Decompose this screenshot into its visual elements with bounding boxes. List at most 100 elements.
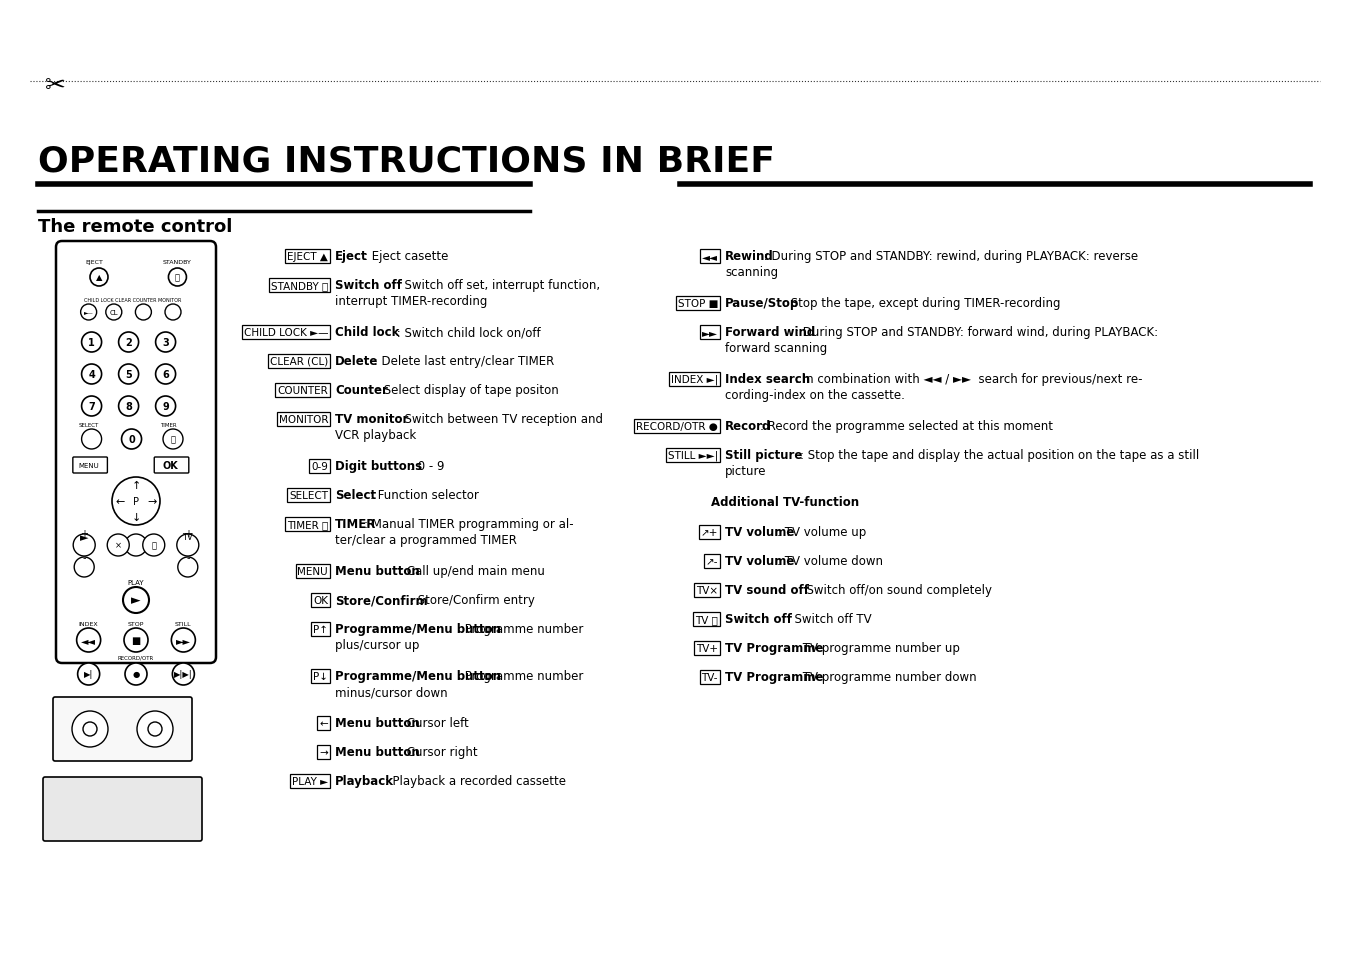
Text: 7: 7 xyxy=(88,401,94,412)
Text: : TV volume down: : TV volume down xyxy=(777,555,884,568)
Text: Eject: Eject xyxy=(335,251,368,263)
Text: MENU: MENU xyxy=(297,566,328,577)
Text: ▶|: ▶| xyxy=(84,670,93,679)
Text: Switch off: Switch off xyxy=(335,279,402,293)
Text: CL: CL xyxy=(109,310,119,315)
Circle shape xyxy=(71,711,108,747)
Text: COUNTER: COUNTER xyxy=(278,386,328,395)
Circle shape xyxy=(112,477,161,525)
Text: ►—: ►— xyxy=(84,310,93,315)
Text: : Stop the tape, except during TIMER-recording: : Stop the tape, except during TIMER-rec… xyxy=(782,297,1060,310)
FancyBboxPatch shape xyxy=(43,778,202,841)
Text: ⏻: ⏻ xyxy=(151,541,156,550)
Text: CHILD LOCK CLEAR COUNTER MONITOR: CHILD LOCK CLEAR COUNTER MONITOR xyxy=(84,297,182,303)
Circle shape xyxy=(143,535,165,557)
Text: : Record the programme selected at this moment: : Record the programme selected at this … xyxy=(759,420,1052,433)
Text: 3: 3 xyxy=(162,337,169,348)
Circle shape xyxy=(90,269,108,287)
Text: TIMER ⏲: TIMER ⏲ xyxy=(287,519,328,530)
Text: ⏻: ⏻ xyxy=(175,274,179,282)
Text: Delete: Delete xyxy=(335,355,378,368)
Circle shape xyxy=(135,305,151,320)
Text: Counter: Counter xyxy=(335,384,389,397)
Circle shape xyxy=(73,535,96,557)
Text: ter/clear a programmed TIMER: ter/clear a programmed TIMER xyxy=(335,534,517,547)
Circle shape xyxy=(81,430,101,450)
Text: : Switch off set, interrupt function,: : Switch off set, interrupt function, xyxy=(393,279,600,293)
Text: VCR playback: VCR playback xyxy=(335,429,417,442)
Text: ►: ► xyxy=(131,594,140,607)
Text: Programme/Menu button: Programme/Menu button xyxy=(335,623,500,636)
Text: ↑: ↑ xyxy=(131,480,140,491)
Circle shape xyxy=(119,396,139,416)
Text: Select: Select xyxy=(335,489,376,502)
Circle shape xyxy=(81,365,101,385)
Text: ◄◄: ◄◄ xyxy=(81,636,96,645)
Text: : During STOP and STANDBY: forward wind, during PLAYBACK:: : During STOP and STANDBY: forward wind,… xyxy=(795,326,1157,339)
Circle shape xyxy=(177,535,198,557)
Circle shape xyxy=(155,396,175,416)
FancyBboxPatch shape xyxy=(154,457,189,474)
Text: STILL ►►|: STILL ►►| xyxy=(668,450,718,460)
FancyBboxPatch shape xyxy=(73,457,108,474)
Text: TIMER: TIMER xyxy=(161,422,177,428)
Text: interrupt TIMER-recording: interrupt TIMER-recording xyxy=(335,295,487,308)
Text: 0-9: 0-9 xyxy=(312,461,328,472)
Text: ↗-: ↗- xyxy=(706,557,718,566)
Circle shape xyxy=(169,269,186,287)
Text: PLAY: PLAY xyxy=(128,579,144,585)
Text: : During STOP and STANDBY: rewind, during PLAYBACK: reverse: : During STOP and STANDBY: rewind, durin… xyxy=(759,251,1139,263)
Text: STILL: STILL xyxy=(175,621,192,626)
Text: TV-: TV- xyxy=(701,672,718,682)
Text: -: - xyxy=(82,553,86,562)
Text: Menu button: Menu button xyxy=(335,717,420,730)
Text: Forward wind: Forward wind xyxy=(724,326,815,339)
Text: plus/cursor up: plus/cursor up xyxy=(335,639,420,652)
Text: : Programme number: : Programme number xyxy=(457,670,583,682)
Circle shape xyxy=(119,365,139,385)
Text: ←: ← xyxy=(115,497,124,506)
Text: : Programme number: : Programme number xyxy=(457,623,583,636)
Text: SELECT: SELECT xyxy=(78,422,98,428)
Text: TV: TV xyxy=(182,533,193,542)
Circle shape xyxy=(155,333,175,353)
Text: +: + xyxy=(183,529,192,538)
Text: OK: OK xyxy=(162,460,178,471)
Text: TIMER: TIMER xyxy=(335,518,376,531)
Text: 2: 2 xyxy=(125,337,132,348)
Text: MENU: MENU xyxy=(78,462,98,469)
Text: Programme/Menu button: Programme/Menu button xyxy=(335,670,500,682)
Circle shape xyxy=(165,305,181,320)
Text: 1: 1 xyxy=(88,337,94,348)
Text: : TV volume up: : TV volume up xyxy=(777,526,866,539)
Text: picture: picture xyxy=(724,465,766,478)
Text: : Switch off/on sound completely: : Switch off/on sound completely xyxy=(795,584,992,597)
Text: 4: 4 xyxy=(88,370,94,379)
Circle shape xyxy=(155,365,175,385)
Text: INDEX: INDEX xyxy=(78,621,98,626)
Text: Index search: Index search xyxy=(724,374,811,386)
Circle shape xyxy=(124,628,148,652)
Text: 0: 0 xyxy=(128,435,135,444)
Text: cording-index on the cassette.: cording-index on the cassette. xyxy=(724,389,905,402)
Text: RECORD/OTR: RECORD/OTR xyxy=(117,656,154,660)
Text: RECORD/OTR ●: RECORD/OTR ● xyxy=(637,421,718,432)
Text: ▶|▶|: ▶|▶| xyxy=(174,670,193,679)
Text: 9: 9 xyxy=(162,401,169,412)
Text: TV sound off: TV sound off xyxy=(724,584,809,597)
Text: : TV programme number down: : TV programme number down xyxy=(795,671,977,684)
Text: ↗+: ↗+ xyxy=(700,527,718,537)
Text: ✂: ✂ xyxy=(45,74,66,98)
Text: ►: ► xyxy=(80,533,89,542)
Text: MONITOR: MONITOR xyxy=(278,415,328,424)
Text: P↓: P↓ xyxy=(313,671,328,681)
Text: : Store/Confirm entry: : Store/Confirm entry xyxy=(410,594,536,607)
Text: TV volume: TV volume xyxy=(724,555,795,568)
Text: SELECT: SELECT xyxy=(289,491,328,500)
Circle shape xyxy=(125,663,147,685)
Text: Menu button: Menu button xyxy=(335,745,420,759)
Text: ▲: ▲ xyxy=(96,274,103,282)
Text: ►►: ►► xyxy=(175,636,190,645)
Text: STANDBY ⒤: STANDBY ⒤ xyxy=(271,281,328,291)
Text: : TV programme number up: : TV programme number up xyxy=(795,641,959,655)
